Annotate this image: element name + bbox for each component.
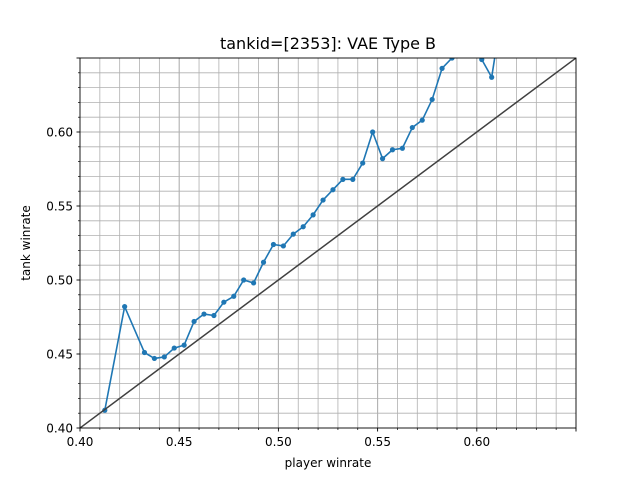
winrate-data-point	[370, 129, 376, 135]
series-layer	[80, 58, 576, 428]
winrate-data-point	[241, 277, 247, 283]
winrate-data-point	[429, 96, 435, 103]
winrate-data-point	[260, 259, 267, 265]
x-tick-label: 0.55	[364, 435, 391, 449]
winrate-data-point	[439, 65, 445, 71]
winrate-data-point	[191, 318, 197, 325]
y-axis-label: tank winrate	[19, 205, 33, 281]
winrate-data-point	[231, 293, 237, 299]
winrate-data-point	[270, 241, 277, 248]
y-tick-label: 0.55	[46, 200, 73, 214]
x-tick-label: 0.60	[463, 435, 490, 449]
winrate-data-point	[330, 187, 336, 193]
winrate-data-point	[122, 304, 128, 310]
x-tick-label: 0.40	[67, 435, 94, 449]
winrate-data-point	[181, 342, 187, 348]
winrate-data-point	[300, 224, 306, 230]
winrate-data-point	[350, 176, 356, 182]
winrate-data-point	[251, 280, 257, 286]
winrate-data-point	[141, 349, 148, 356]
winrate-data-point	[320, 197, 326, 203]
winrate-data-point	[479, 58, 485, 63]
x-tick-label: 0.50	[265, 435, 292, 449]
grid-layer	[80, 58, 576, 428]
winrate-data-point	[290, 231, 296, 237]
x-tick-label: 0.45	[166, 435, 193, 449]
reference-diagonal-line	[80, 58, 576, 428]
winrate-data-point	[360, 160, 366, 166]
y-tick-label: 0.60	[46, 126, 73, 140]
winrate-data-point	[389, 147, 396, 153]
winrate-data-point	[340, 176, 346, 182]
y-tick-label: 0.45	[46, 348, 73, 362]
tick-label-layer: 0.40 0.45 0.50 0.55 0.60 0.40 0.45 0.50 0.55 0.60	[46, 126, 490, 450]
winrate-data-point	[399, 145, 405, 151]
winrate-data-point	[489, 74, 495, 80]
winrate-data-point	[151, 355, 157, 362]
winrate-data-point	[221, 299, 227, 305]
winrate-data-point	[201, 311, 207, 317]
chart-title: tankid=[2353]: VAE Type B	[220, 34, 436, 53]
winrate-data-point	[449, 58, 455, 61]
y-tick-label: 0.40	[46, 422, 73, 436]
winrate-data-point	[280, 243, 286, 249]
winrate-data-point	[161, 354, 167, 360]
winrate-data-point	[211, 312, 217, 319]
y-tick-label: 0.50	[46, 274, 73, 288]
tick-layer	[76, 57, 577, 432]
winrate-data-point	[379, 156, 386, 162]
winrate-data-point	[310, 212, 316, 218]
winrate-data-point	[409, 124, 415, 131]
plot-frame	[79, 57, 577, 429]
winrate-data-point	[171, 345, 177, 351]
winrate-data-point	[419, 117, 425, 123]
x-axis-label: player winrate	[285, 456, 372, 470]
